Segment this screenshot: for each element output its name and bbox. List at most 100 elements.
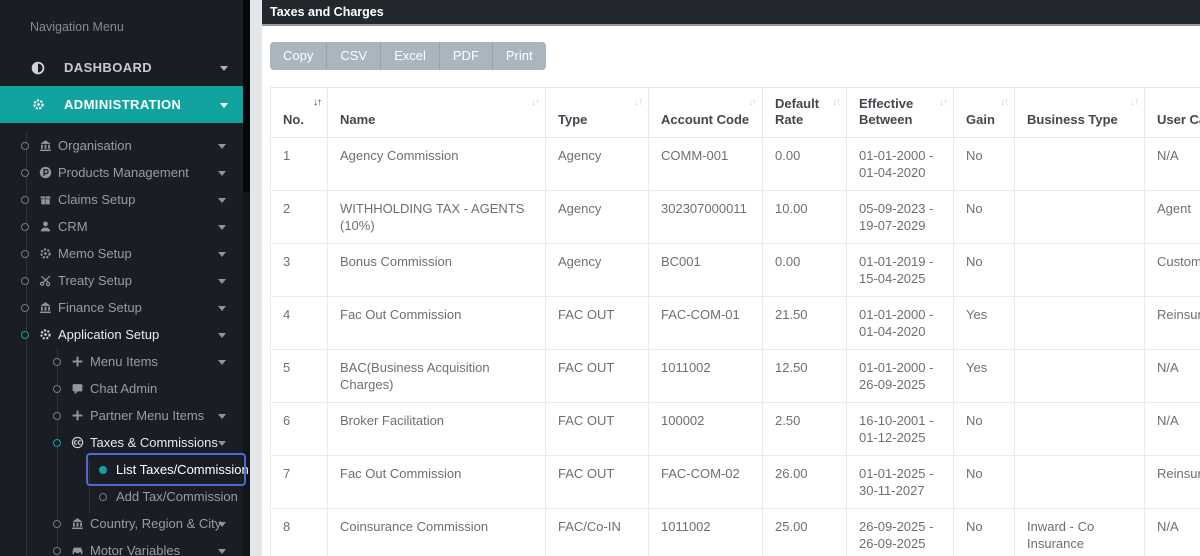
column-header-type[interactable]: Type↓↑ xyxy=(546,88,649,138)
bullet-icon xyxy=(21,304,29,312)
sidebar-item-partner-menu-items[interactable]: Partner Menu Items xyxy=(0,402,250,429)
sort-icon: ↓↑ xyxy=(313,95,321,111)
column-header-effective-between[interactable]: Effective Between↓↑ xyxy=(847,88,954,138)
bullet-icon xyxy=(53,439,61,447)
cell-default-rate: 25.00 xyxy=(763,509,847,556)
sidebar-item-chat-admin[interactable]: Chat Admin xyxy=(0,375,250,402)
plus-icon xyxy=(70,409,85,422)
chevron-down-icon xyxy=(220,66,228,71)
sidebar-item-finance-setup[interactable]: Finance Setup xyxy=(0,294,250,321)
csv-button[interactable]: CSV xyxy=(327,42,381,70)
column-header-user-category[interactable]: User Category↓↑ xyxy=(1145,88,1200,138)
cell-no: 7 xyxy=(271,456,328,509)
column-header-account-code[interactable]: Account Code↓↑ xyxy=(649,88,763,138)
cell-name: Agency Commission xyxy=(328,138,546,191)
gear-icon xyxy=(38,247,53,260)
sidebar-item-label: Treaty Setup xyxy=(58,273,132,288)
sidebar-item-label: Partner Menu Items xyxy=(90,408,204,423)
cell-name: WITHHOLDING TAX - AGENTS (10%) xyxy=(328,191,546,244)
pdf-button[interactable]: PDF xyxy=(440,42,493,70)
cell-gain: No xyxy=(954,191,1015,244)
chevron-down-icon xyxy=(218,333,226,338)
chevron-down-icon xyxy=(220,103,228,108)
sort-icon: ↓↑ xyxy=(748,95,756,111)
cell-account-code: 1011002 xyxy=(649,350,763,403)
sidebar-item-country-region-city[interactable]: Country, Region & City xyxy=(0,510,250,537)
sidebar-title: Navigation Menu xyxy=(0,0,250,49)
sidebar-item-menu-items[interactable]: Menu Items xyxy=(0,348,250,375)
sidebar-item-label: Application Setup xyxy=(58,327,159,342)
bank-icon xyxy=(38,301,53,314)
cell-effective-between: 01-01-2000 - 26-09-2025 xyxy=(847,350,954,403)
column-header-business-type[interactable]: Business Type↓↑ xyxy=(1015,88,1145,138)
sidebar-item-treaty-setup[interactable]: Treaty Setup xyxy=(0,267,250,294)
column-header-name[interactable]: Name↓↑ xyxy=(328,88,546,138)
cell-gain: No xyxy=(954,509,1015,556)
cell-default-rate: 2.50 xyxy=(763,403,847,456)
bullet-icon xyxy=(53,385,61,393)
cell-type: FAC/Co-IN xyxy=(546,509,649,556)
column-header-gain[interactable]: Gain↓↑ xyxy=(954,88,1015,138)
user-icon xyxy=(38,220,53,233)
sidebar-item-label: Memo Setup xyxy=(58,246,132,261)
cell-business-type xyxy=(1015,244,1145,297)
cell-business-type xyxy=(1015,191,1145,244)
sidebar-item-label: Organisation xyxy=(58,138,132,153)
sidebar-item-label: Chat Admin xyxy=(90,381,157,396)
cell-type: FAC OUT xyxy=(546,403,649,456)
bullet-icon xyxy=(53,547,61,555)
cell-effective-between: 01-01-2000 - 01-04-2020 xyxy=(847,138,954,191)
sidebar-item-crm[interactable]: CRM xyxy=(0,213,250,240)
sidebar-item-dashboard[interactable]: DASHBOARD xyxy=(0,49,250,86)
sidebar-item-taxes-commissions[interactable]: Taxes & Commissions xyxy=(0,429,250,456)
column-header-no[interactable]: No.↓↑ xyxy=(271,88,328,138)
cell-type: FAC OUT xyxy=(546,297,649,350)
gift-icon xyxy=(38,193,53,206)
sidebar-item-claims-setup[interactable]: Claims Setup xyxy=(0,186,250,213)
sidebar-item-application-setup[interactable]: Application Setup xyxy=(0,321,250,348)
sidebar-item-memo-setup[interactable]: Memo Setup xyxy=(0,240,250,267)
table-row: 1Agency CommissionAgencyCOMM-0010.0001-0… xyxy=(271,138,1200,191)
sidebar-item-products-management[interactable]: Products Management xyxy=(0,159,250,186)
cell-no: 6 xyxy=(271,403,328,456)
cell-business-type xyxy=(1015,403,1145,456)
gear-icon xyxy=(30,98,46,111)
cell-name: Bonus Commission xyxy=(328,244,546,297)
cell-no: 5 xyxy=(271,350,328,403)
chevron-down-icon xyxy=(218,306,226,311)
cell-gain: No xyxy=(954,403,1015,456)
table-header-row: No.↓↑Name↓↑Type↓↑Account Code↓↑Default R… xyxy=(271,88,1200,138)
cell-no: 8 xyxy=(271,509,328,556)
sidebar-item-administration[interactable]: ADMINISTRATION xyxy=(0,86,250,123)
sidebar-item-motor-variables[interactable]: Motor Variables xyxy=(0,537,250,556)
excel-button[interactable]: Excel xyxy=(381,42,440,70)
print-button[interactable]: Print xyxy=(493,42,546,70)
sidebar-item-organisation[interactable]: Organisation xyxy=(0,132,250,159)
bank-icon xyxy=(38,139,53,152)
sidebar-item-label: DASHBOARD xyxy=(64,60,152,75)
cell-effective-between: 01-01-2025 - 30-11-2027 xyxy=(847,456,954,509)
cell-business-type: Inward - Co Insurance xyxy=(1015,509,1145,556)
bullet-icon xyxy=(21,250,29,258)
cell-business-type xyxy=(1015,350,1145,403)
sort-icon: ↓↑ xyxy=(939,95,947,111)
column-header-default-rate[interactable]: Default Rate↓↑ xyxy=(763,88,847,138)
cell-gain: Yes xyxy=(954,350,1015,403)
taxes-table: No.↓↑Name↓↑Type↓↑Account Code↓↑Default R… xyxy=(270,87,1200,556)
chevron-down-icon xyxy=(218,252,226,257)
gear-icon xyxy=(38,328,53,341)
cell-effective-between: 26-09-2025 - 26-09-2025 xyxy=(847,509,954,556)
chevron-down-icon xyxy=(218,414,226,419)
cell-default-rate: 0.00 xyxy=(763,138,847,191)
sidebar-item-add-tax-commission[interactable]: Add Tax/Commission xyxy=(0,483,250,510)
bullet-icon xyxy=(99,493,107,501)
cell-account-code: FAC-COM-01 xyxy=(649,297,763,350)
cell-account-code: COMM-001 xyxy=(649,138,763,191)
car-icon xyxy=(70,544,85,556)
sidebar-item-list-taxes-commission[interactable]: List Taxes/Commission xyxy=(0,456,250,483)
bullet-icon xyxy=(21,142,29,150)
copy-button[interactable]: Copy xyxy=(270,42,327,70)
sort-icon: ↓↑ xyxy=(832,95,840,111)
chevron-down-icon xyxy=(218,171,226,176)
chevron-down-icon xyxy=(218,549,226,554)
